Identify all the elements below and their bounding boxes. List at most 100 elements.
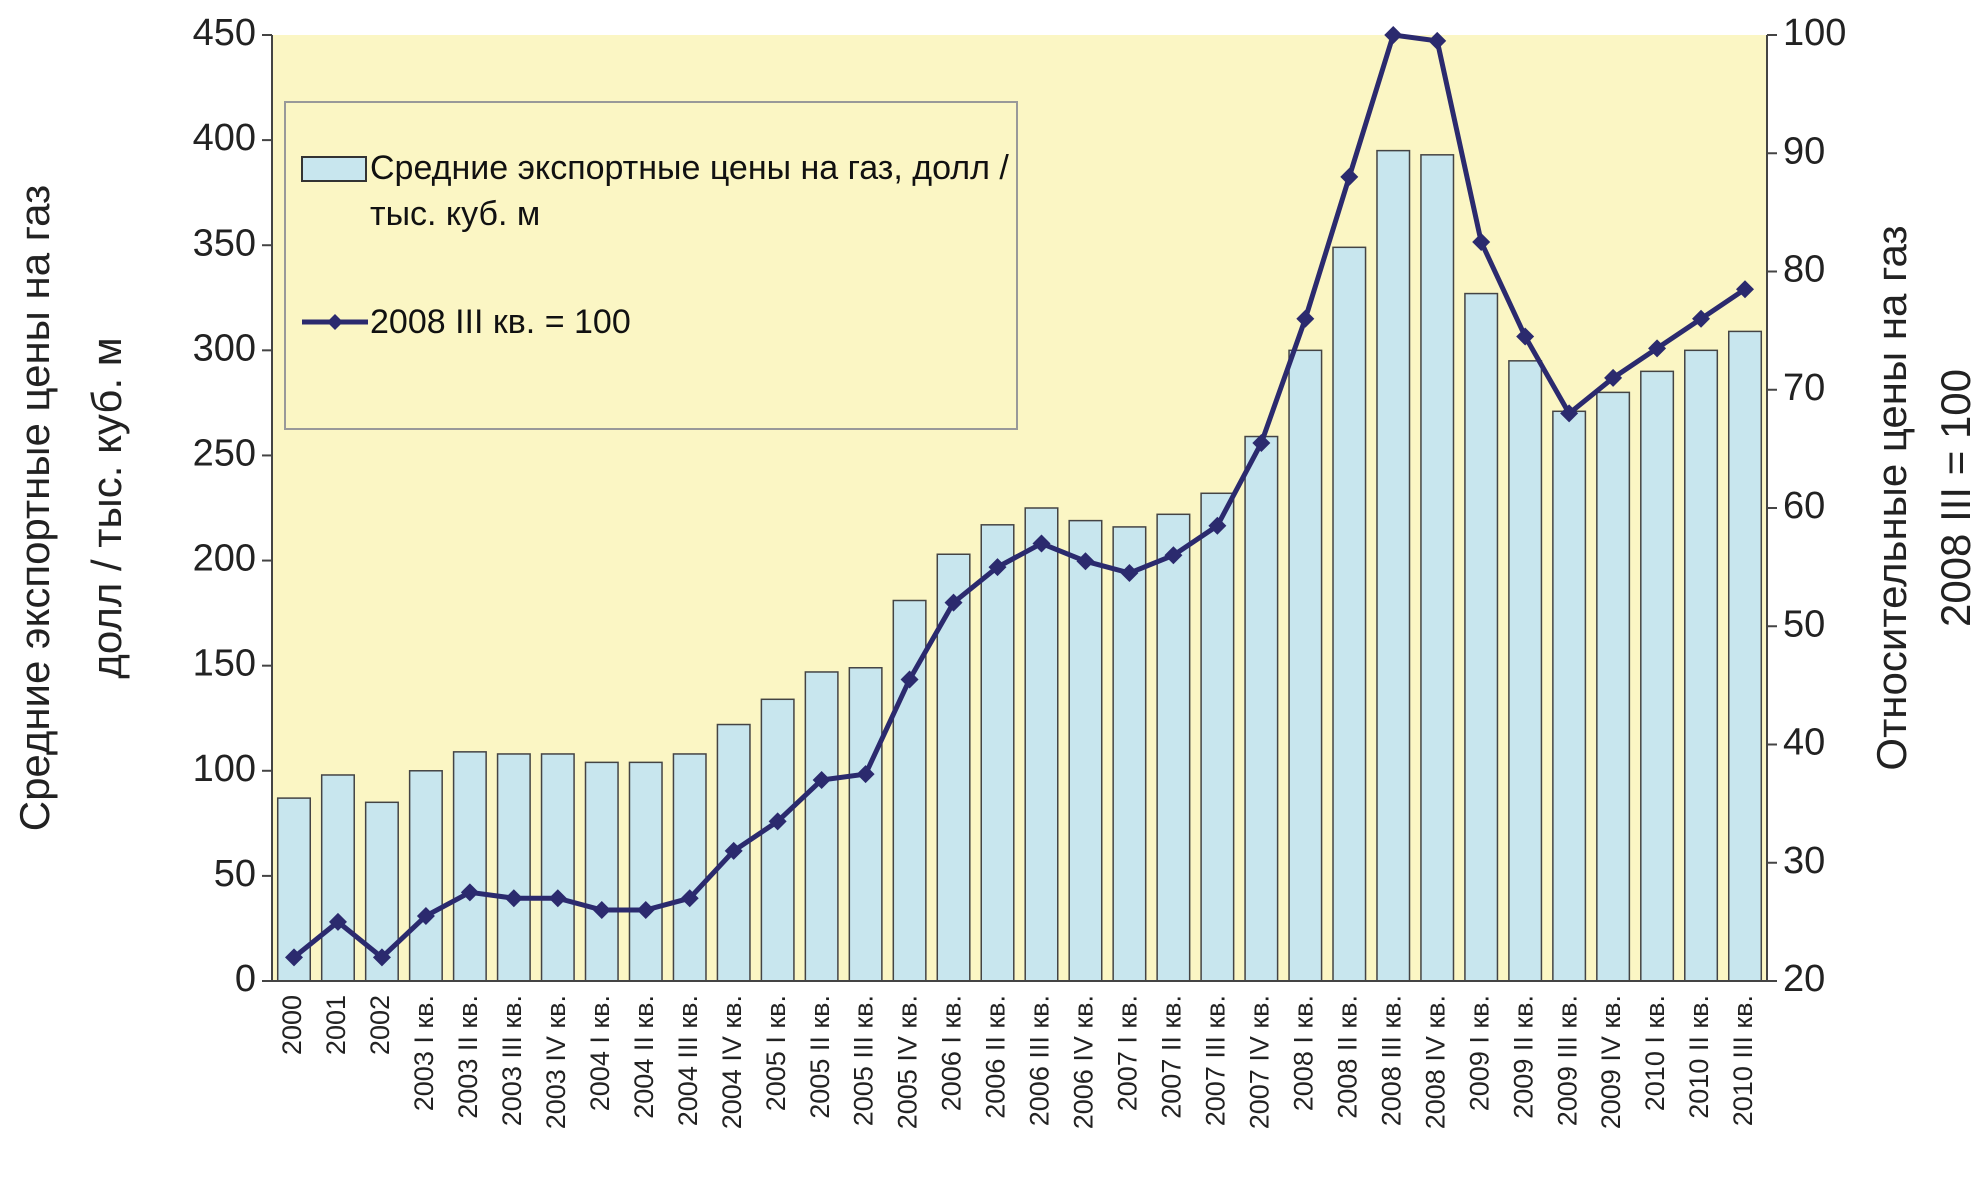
x-tick-label: 2005 II кв.: [805, 995, 835, 1119]
marker: [460, 883, 479, 902]
bar: [1376, 149, 1411, 982]
bar: [980, 524, 1015, 982]
marker: [636, 901, 655, 920]
legend-marker: [327, 314, 343, 330]
marker: [1120, 564, 1139, 583]
x-tick-label: 2009 I кв.: [1464, 995, 1494, 1111]
bar: [452, 751, 487, 982]
legend-entry: 2008 III кв. = 100: [300, 299, 1010, 345]
bar: [320, 774, 355, 982]
y2-axis-label: 2008 III = 100: [1932, 369, 1979, 627]
line: [292, 32, 1747, 961]
marker: [416, 906, 435, 925]
bar: [1024, 507, 1059, 982]
x-tick-label: 2006 I кв.: [937, 995, 967, 1111]
bar: [1640, 370, 1675, 982]
x-tick-label: 2003 I кв.: [409, 995, 439, 1111]
y-tick-label: 100: [193, 748, 256, 790]
y-axis-label: долл / тыс. куб. м: [83, 337, 130, 678]
x-tick-label: 2001: [321, 995, 351, 1055]
legend-label: 2008 III кв. = 100: [370, 303, 631, 341]
x-tick-label: 2005 IV кв.: [893, 995, 923, 1129]
x-tick-label: 2009 III кв.: [1552, 995, 1582, 1126]
marker: [1340, 167, 1359, 186]
marker: [284, 948, 303, 967]
legend: Средние экспортные цены на газ, долл /ты…: [284, 101, 1018, 430]
y2-tick-label: 40: [1783, 722, 1825, 764]
bar: [1684, 349, 1719, 982]
y2-tick-label: 20: [1783, 958, 1825, 1000]
marker: [372, 948, 391, 967]
bar: [936, 553, 971, 982]
legend-label: Средние экспортные цены на газ, долл /ты…: [370, 149, 1009, 233]
marker: [504, 889, 523, 908]
bar: [628, 761, 663, 982]
bar: [1244, 435, 1279, 982]
marker: [592, 901, 611, 920]
x-tick-label: 2007 III кв.: [1200, 995, 1230, 1126]
marker: [1076, 552, 1095, 571]
x-tick-label: 2002: [365, 995, 395, 1055]
y-tick-label: 400: [193, 117, 256, 159]
marker: [900, 670, 919, 689]
x-tick-label: 2007 I кв.: [1113, 995, 1143, 1111]
marker: [1032, 534, 1051, 553]
x-tick-label: 2009 IV кв.: [1596, 995, 1626, 1129]
marker: [548, 889, 567, 908]
marker: [1428, 31, 1447, 50]
x-tick-label: 2003 III кв.: [497, 995, 527, 1126]
marker: [1560, 404, 1579, 423]
y2-tick-label: 60: [1783, 485, 1825, 527]
marker: [1692, 309, 1711, 328]
y-tick-label: 250: [193, 432, 256, 474]
x-tick-label: 2006 III кв.: [1025, 995, 1055, 1126]
legend-swatch: [301, 156, 367, 182]
legend-bar-swatch: [301, 156, 367, 182]
x-tick-label: 2010 I кв.: [1640, 995, 1670, 1111]
marker: [1384, 26, 1403, 44]
bar: [672, 753, 707, 982]
bar: [1596, 391, 1631, 982]
y2-tick-label: 90: [1783, 130, 1825, 172]
x-tick-label: 2006 II кв.: [981, 995, 1011, 1119]
x-tick-label: 2004 III кв.: [673, 995, 703, 1126]
x-tick-label: 2004 IV кв.: [717, 995, 747, 1129]
bar: [408, 770, 443, 982]
marker: [1164, 546, 1183, 565]
marker: [812, 770, 831, 789]
bar: [1552, 410, 1587, 982]
x-tick-label: 2005 I кв.: [761, 995, 791, 1111]
bar: [1727, 330, 1763, 982]
y-tick-label: 50: [214, 853, 256, 895]
bar: [1156, 513, 1191, 982]
x-tick-label: 2005 III кв.: [849, 995, 879, 1126]
marker: [1604, 368, 1623, 387]
y2-tick-label: 100: [1783, 12, 1846, 54]
y-tick-label: 300: [193, 327, 256, 369]
marker: [328, 912, 347, 931]
bar: [1420, 154, 1455, 982]
marker: [1208, 516, 1227, 535]
bar: [1068, 519, 1103, 982]
y-tick-label: 150: [193, 643, 256, 685]
bar: [540, 753, 575, 982]
x-tick-label: 2008 III кв.: [1376, 995, 1406, 1126]
bar: [1200, 492, 1235, 982]
bar: [760, 698, 795, 982]
marker: [724, 841, 743, 860]
y2-tick-label: 70: [1783, 367, 1825, 409]
marker: [1252, 433, 1271, 452]
x-tick-label: 2007 IV кв.: [1244, 995, 1274, 1129]
bar: [1112, 526, 1147, 982]
marker: [1472, 232, 1491, 251]
x-tick-label: 2003 IV кв.: [541, 995, 571, 1129]
x-tick-label: 2008 II кв.: [1332, 995, 1362, 1119]
x-tick-label: 2003 II кв.: [453, 995, 483, 1119]
y2-tick-label: 80: [1783, 249, 1825, 291]
bar: [804, 671, 839, 982]
x-tick-label: 2007 II кв.: [1157, 995, 1187, 1119]
marker: [1296, 309, 1315, 328]
bar: [584, 761, 619, 982]
